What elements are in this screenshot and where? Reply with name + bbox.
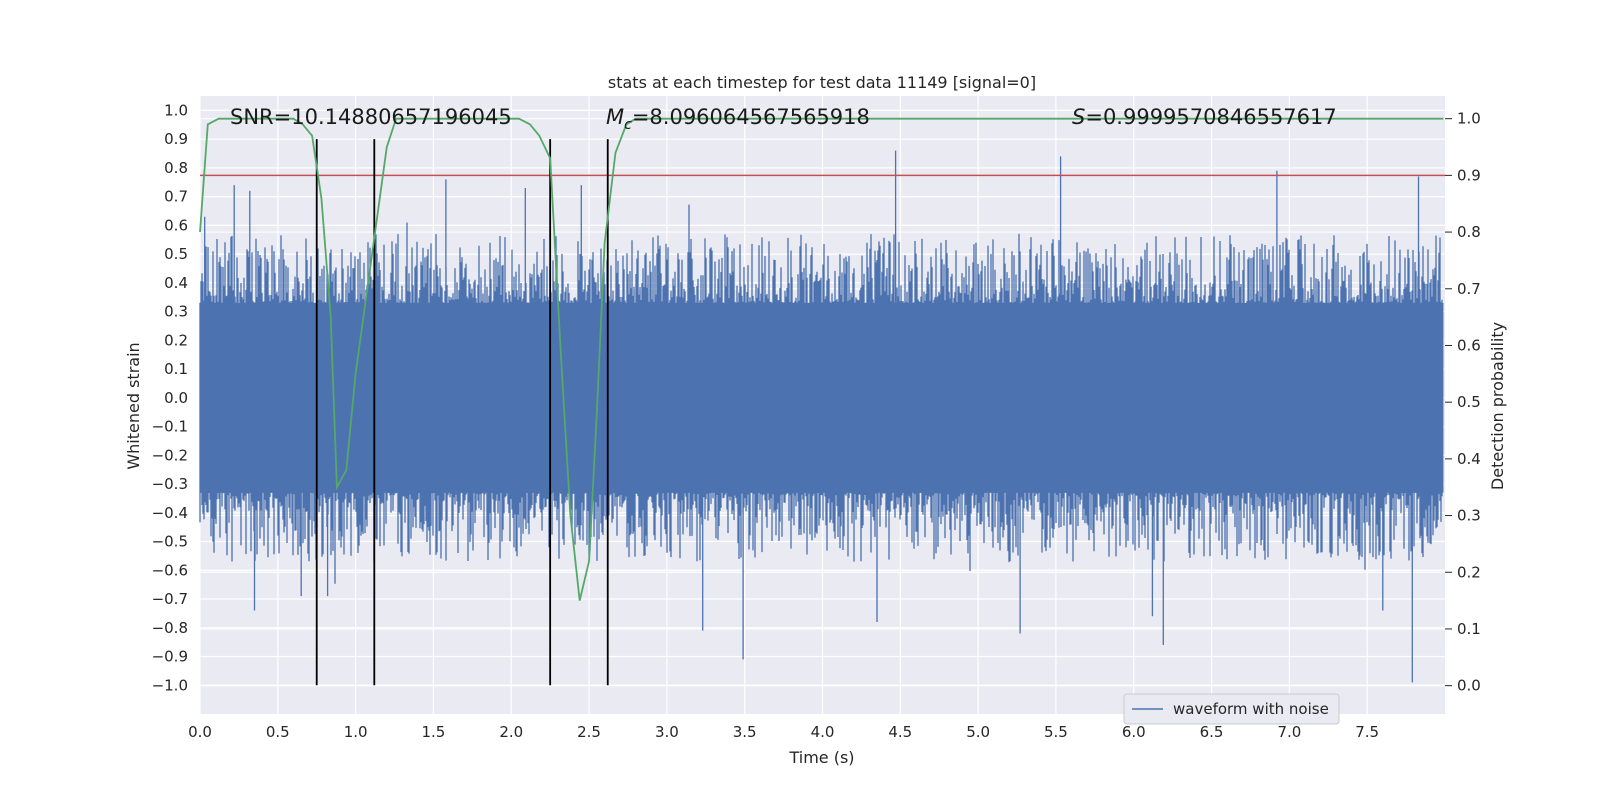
vertical-markers: [315, 139, 609, 686]
legend-label: waveform with noise: [1173, 700, 1329, 718]
mc-symbol: M: [606, 105, 624, 129]
y-tick-label: 0.8: [164, 159, 188, 177]
y2-tick-label: 0.1: [1457, 620, 1481, 638]
y2-tick-label: 0.3: [1457, 507, 1481, 525]
y-tick-label: −0.3: [152, 475, 188, 493]
y-tick-label: 0.6: [164, 216, 188, 234]
mc-value: =8.096064567565918: [632, 105, 870, 129]
x-tick-label: 7.5: [1355, 723, 1379, 741]
x-tick-label: 7.0: [1277, 723, 1301, 741]
x-tick-label: 1.0: [344, 723, 368, 741]
x-tick-label: 5.5: [1044, 723, 1068, 741]
probability-series: [199, 117, 1444, 601]
x-tick-label: 4.0: [811, 723, 835, 741]
x-tick-label: 6.0: [1122, 723, 1146, 741]
y2-tick-label: 0.6: [1457, 336, 1481, 354]
y-tick-label: 0.7: [164, 188, 188, 206]
y-tick-label: 0.1: [164, 360, 188, 378]
mc-subscript: c: [624, 117, 632, 133]
x-tick-label: 0.5: [266, 723, 290, 741]
x-tick-label: 3.5: [733, 723, 757, 741]
y2-tick-label: 0.7: [1457, 280, 1481, 298]
x-tick-label: 2.5: [577, 723, 601, 741]
probability-line: [199, 117, 1444, 601]
x-tick-label: 2.0: [499, 723, 523, 741]
y-tick-label: −0.4: [152, 504, 188, 522]
waveform-line: [199, 150, 1443, 683]
y-tick-label: −1.0: [152, 676, 188, 694]
x-tick-label: 4.5: [888, 723, 912, 741]
x-axis-label: Time (s): [788, 748, 854, 767]
x-tick-label: 6.5: [1200, 723, 1224, 741]
y-tick-label: −0.6: [152, 561, 188, 579]
x-tick-label: 3.0: [655, 723, 679, 741]
snr-annotation: SNR=10.14880657196045: [230, 105, 512, 129]
y2-tick-label: 0.4: [1457, 450, 1481, 468]
y2-tick-label: 1.0: [1457, 110, 1481, 128]
legend-box: [1123, 693, 1340, 725]
y2-tick-label: 0.2: [1457, 563, 1481, 581]
y2-axis: 1.0 0.9 0.8 0.7 0.6 0.5 0.4 0.3 0.2 0.1 0.0: [1445, 110, 1481, 695]
s-annotation: S=0.9999570846557617: [1072, 105, 1337, 129]
y-tick-label: 1.0: [164, 101, 188, 119]
y2-axis-label: Detection probability: [1488, 322, 1507, 490]
legend: waveform with noise: [1123, 693, 1340, 725]
chart-title: stats at each timestep for test data 111…: [608, 73, 1036, 92]
y-tick-label: 0.3: [164, 303, 188, 321]
y-tick-label: −0.9: [152, 648, 188, 666]
y-tick-label: −0.8: [152, 619, 188, 637]
y-tick-label: 0.0: [164, 389, 188, 407]
y-tick-label: 0.4: [164, 274, 188, 292]
y2-tick-label: 0.9: [1457, 166, 1481, 184]
y2-tick-label: 0.8: [1457, 223, 1481, 241]
y-tick-label: 0.2: [164, 331, 188, 349]
y-tick-label: −0.2: [152, 446, 188, 464]
y-tick-label: −0.7: [152, 590, 188, 608]
y-tick-label: −0.1: [152, 418, 188, 436]
y-tick-label: 0.5: [164, 245, 188, 263]
s-symbol: S: [1072, 105, 1085, 129]
x-tick-label: 1.5: [422, 723, 446, 741]
y-tick-label: −0.5: [152, 533, 188, 551]
s-value: =0.9999570846557617: [1085, 105, 1336, 129]
chirp-mass-annotation: Mc=8.096064567565918: [606, 105, 870, 133]
y2-tick-label: 0.5: [1457, 393, 1481, 411]
y2-tick-label: 0.0: [1457, 677, 1481, 695]
waveform-series: [199, 150, 1444, 683]
y-axis-label: Whitened strain: [124, 342, 143, 469]
x-axis: 0.0 0.5 1.0 1.5 2.0 2.5 3.0 3.5 4.0 4.5 5.0 5.5 6.0 6…: [188, 723, 1379, 741]
x-tick-label: 0.0: [188, 723, 212, 741]
y-tick-label: 0.9: [164, 130, 188, 148]
x-tick-label: 5.0: [966, 723, 990, 741]
y-axis: 1.0 0.9 0.8 0.7 0.6 0.5 0.4 0.3 0.2 0.1 0.0 −0.1 −0.…: [152, 101, 188, 694]
